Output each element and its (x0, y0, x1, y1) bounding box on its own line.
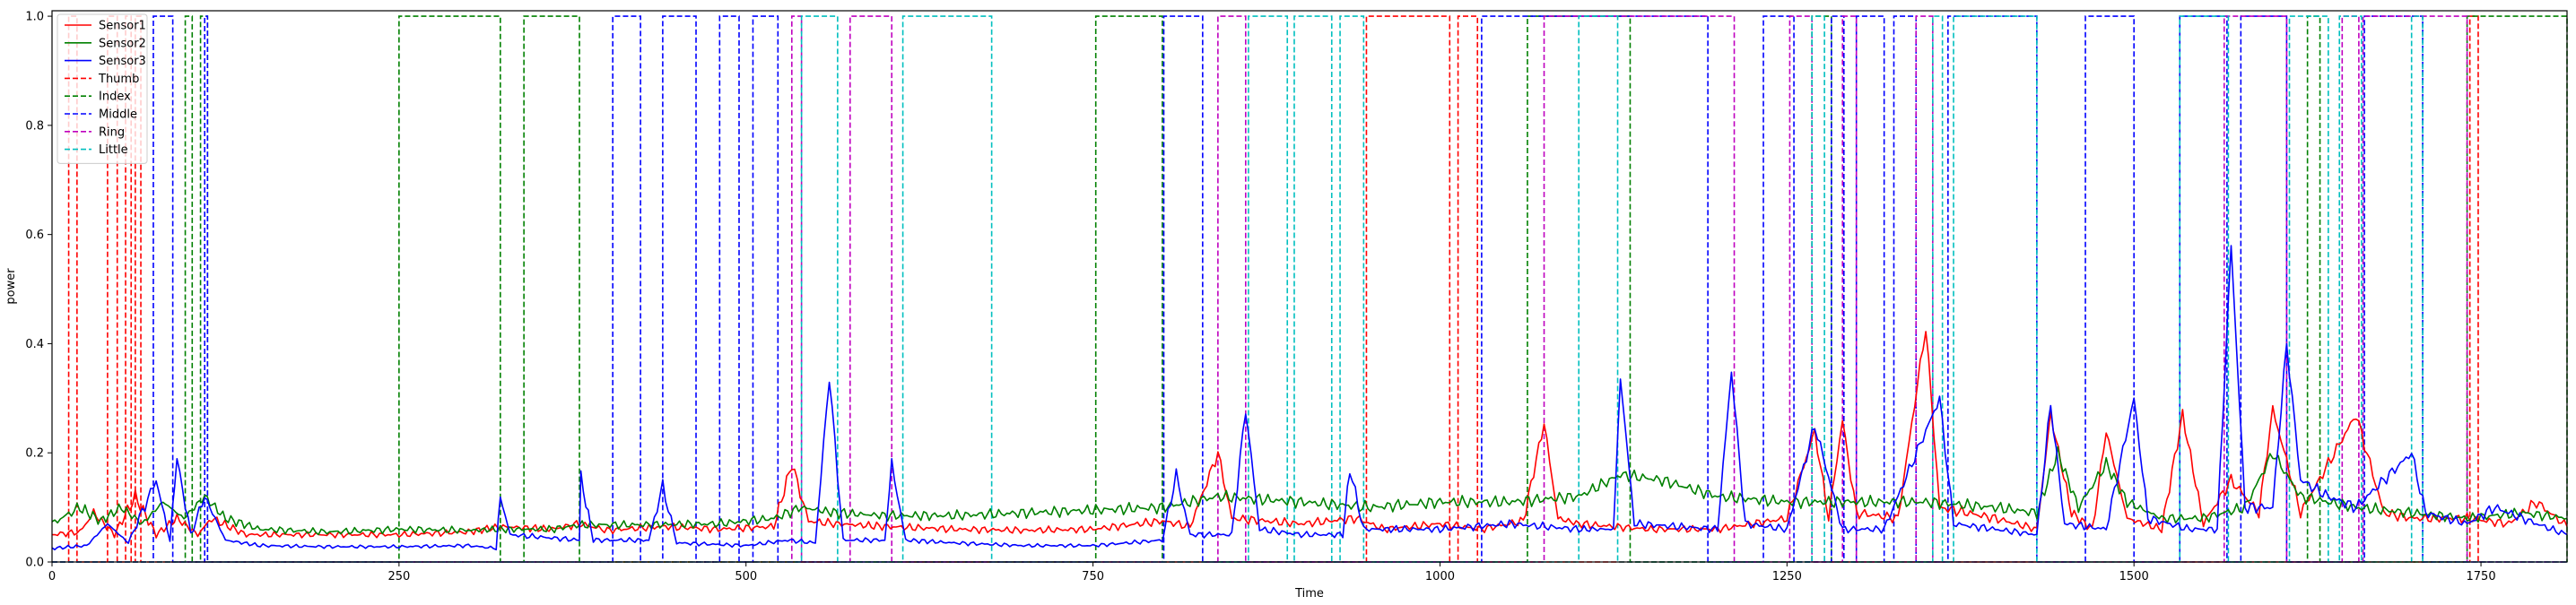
legend-label-sensor1: Sensor1 (99, 20, 146, 33)
x-tick-label: 750 (1082, 570, 1104, 583)
y-tick-label: 0.8 (25, 119, 44, 133)
legend: Sensor1 Sensor2 Sensor3 Thumb Index Middle Rin… (57, 13, 148, 164)
series-little (52, 15, 2567, 563)
y-tick-label: 0.6 (25, 229, 44, 242)
series-index (52, 15, 2568, 563)
x-axis-label: Time (1294, 587, 1324, 601)
chart-marks (51, 15, 2568, 563)
y-tick-label: 1.0 (25, 11, 44, 24)
legend-label-thumb: Thumb (98, 73, 139, 86)
legend-label-little: Little (99, 143, 128, 157)
series-ring (52, 15, 2567, 563)
series-sensor2 (51, 445, 2568, 536)
x-tick-label: 1500 (2119, 570, 2149, 583)
series-sensor3 (51, 245, 2568, 551)
plot-frame (51, 10, 2568, 563)
legend-label-sensor3: Sensor3 (99, 55, 146, 68)
legend-label-sensor2: Sensor2 (99, 37, 146, 50)
x-tick-label: 0 (48, 570, 56, 583)
x-tick-label: 1000 (1425, 570, 1455, 583)
legend-label-ring: Ring (99, 125, 125, 139)
series-sensor1 (51, 331, 2568, 539)
x-tick-label: 1750 (2467, 570, 2496, 583)
series-middle (52, 15, 2567, 563)
x-tick-label: 250 (387, 570, 410, 583)
legend-box (57, 13, 148, 164)
legend-label-middle: Middle (99, 108, 137, 122)
y-tick-label: 0.4 (25, 338, 44, 351)
y-axis-label: power (4, 268, 18, 305)
x-axis: 0 250 500 750 1000 1250 1500 1750 (48, 562, 2496, 583)
legend-label-index: Index (99, 91, 131, 104)
y-tick-label: 0.2 (25, 447, 44, 461)
x-tick-label: 1250 (1772, 570, 1802, 583)
y-tick-label: 0.0 (25, 557, 44, 570)
y-axis: 0.0 0.2 0.4 0.6 0.8 1.0 (25, 11, 52, 570)
x-tick-label: 500 (735, 570, 757, 583)
series-thumb (52, 15, 2567, 563)
